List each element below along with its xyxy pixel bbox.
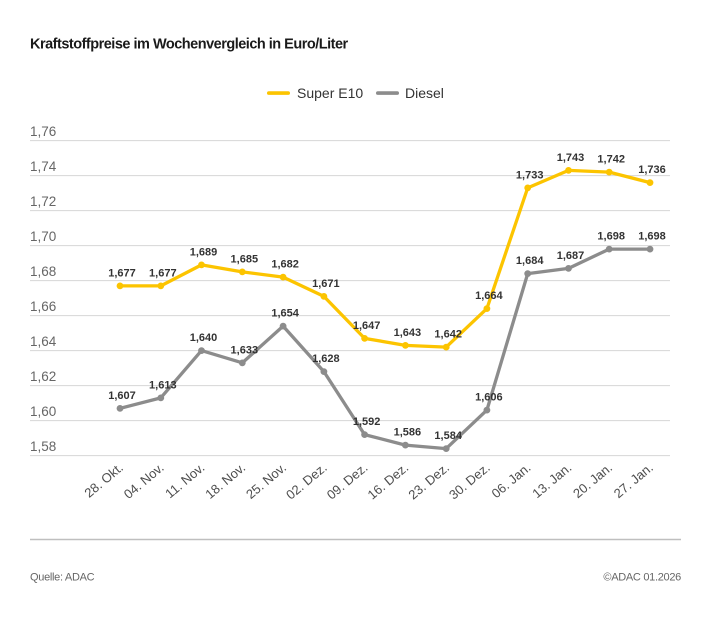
svg-text:Quelle: ADAC: Quelle: ADAC <box>30 572 95 584</box>
svg-text:1,60: 1,60 <box>30 404 56 419</box>
svg-text:04. Nov.: 04. Nov. <box>121 460 167 502</box>
svg-text:1,671: 1,671 <box>312 278 340 290</box>
svg-text:1,606: 1,606 <box>475 392 503 404</box>
svg-text:1,743: 1,743 <box>557 152 585 164</box>
svg-text:1,643: 1,643 <box>394 327 422 339</box>
svg-text:1,607: 1,607 <box>108 390 136 402</box>
svg-text:25. Nov.: 25. Nov. <box>243 460 289 502</box>
svg-text:©ADAC 01.2026: ©ADAC 01.2026 <box>603 572 681 584</box>
svg-text:1,64: 1,64 <box>30 334 57 349</box>
svg-text:1,592: 1,592 <box>353 416 381 428</box>
svg-text:1,689: 1,689 <box>190 246 218 258</box>
svg-text:1,68: 1,68 <box>30 264 56 279</box>
svg-text:1,733: 1,733 <box>516 169 544 181</box>
svg-text:Diesel: Diesel <box>405 85 444 101</box>
svg-text:1,613: 1,613 <box>149 379 177 391</box>
svg-text:1,742: 1,742 <box>597 154 625 166</box>
svg-text:1,72: 1,72 <box>30 194 56 209</box>
svg-text:16. Dez.: 16. Dez. <box>365 460 412 503</box>
svg-text:1,687: 1,687 <box>557 250 585 262</box>
svg-text:11. Nov.: 11. Nov. <box>162 460 207 501</box>
svg-text:1,664: 1,664 <box>475 290 503 302</box>
svg-text:Super E10: Super E10 <box>297 85 363 101</box>
svg-text:1,584: 1,584 <box>434 430 462 442</box>
svg-text:1,70: 1,70 <box>30 229 56 244</box>
svg-text:Kraftstoffpreise im Wochenverg: Kraftstoffpreise im Wochenvergleich in E… <box>30 37 349 53</box>
svg-text:13. Jan.: 13. Jan. <box>529 460 574 501</box>
svg-text:1,677: 1,677 <box>108 267 136 279</box>
svg-text:1,685: 1,685 <box>231 253 259 265</box>
svg-text:30. Dez.: 30. Dez. <box>446 460 493 503</box>
svg-text:1,736: 1,736 <box>638 164 666 176</box>
svg-text:1,677: 1,677 <box>149 267 177 279</box>
svg-text:1,74: 1,74 <box>30 159 57 174</box>
svg-text:1,633: 1,633 <box>231 344 259 356</box>
svg-text:1,62: 1,62 <box>30 369 56 384</box>
svg-text:1,698: 1,698 <box>597 231 625 243</box>
svg-text:1,586: 1,586 <box>394 427 422 439</box>
svg-text:09. Dez.: 09. Dez. <box>324 460 371 503</box>
svg-text:1,642: 1,642 <box>434 329 462 341</box>
svg-text:1,58: 1,58 <box>30 439 56 454</box>
svg-text:23. Dez.: 23. Dez. <box>405 460 452 503</box>
svg-text:1,66: 1,66 <box>30 299 56 314</box>
svg-text:1,684: 1,684 <box>516 255 544 267</box>
svg-text:02. Dez.: 02. Dez. <box>283 460 330 503</box>
svg-text:20. Jan.: 20. Jan. <box>570 460 615 501</box>
svg-text:27. Jan.: 27. Jan. <box>611 460 656 501</box>
svg-text:1,640: 1,640 <box>190 332 218 344</box>
svg-text:1,647: 1,647 <box>353 320 381 332</box>
svg-text:1,698: 1,698 <box>638 231 666 243</box>
svg-text:18. Nov.: 18. Nov. <box>202 460 248 502</box>
svg-text:1,628: 1,628 <box>312 353 340 365</box>
svg-text:28. Okt.: 28. Okt. <box>81 460 126 501</box>
svg-text:06. Jan.: 06. Jan. <box>489 460 534 501</box>
svg-text:1,654: 1,654 <box>271 308 299 320</box>
svg-text:1,682: 1,682 <box>271 259 299 271</box>
svg-text:1,76: 1,76 <box>30 124 56 139</box>
